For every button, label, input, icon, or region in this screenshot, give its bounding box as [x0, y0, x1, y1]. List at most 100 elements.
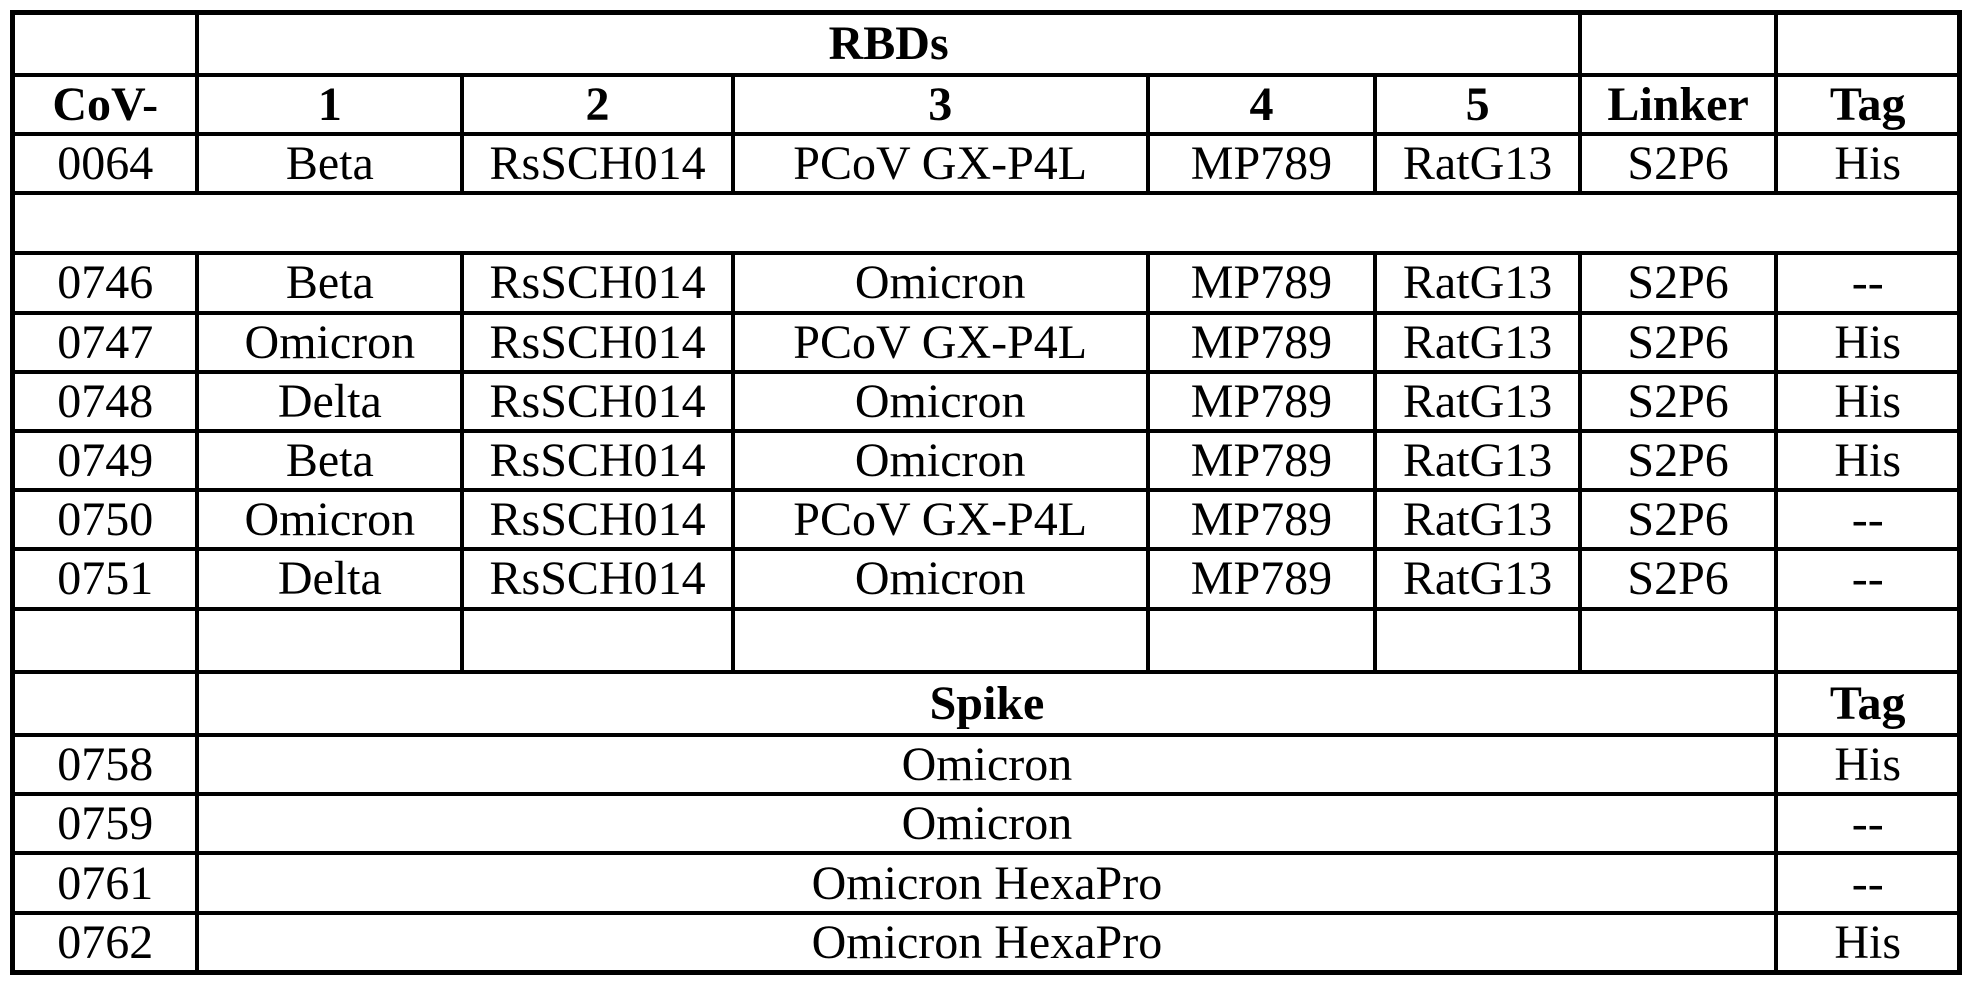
rbd4-cell: MP789: [1145, 488, 1378, 552]
tag-cell: His: [1774, 369, 1962, 433]
spacer-cell: [1774, 606, 1962, 674]
table-row-0759: 0759 Omicron --: [10, 792, 1962, 856]
cov-id-cell: 0746: [10, 251, 200, 315]
spacer-row-open: [12, 191, 1960, 256]
rbd-column-header-5: 5: [1373, 72, 1582, 136]
cov-id-cell: 0759: [10, 792, 200, 856]
spacer-cell: [730, 606, 1150, 674]
table-row-0749: 0749 Beta RsSCH014 Omicron MP789 RatG13 …: [10, 428, 1962, 493]
rbd1-cell: Delta: [195, 369, 465, 433]
cov-column-header: CoV-: [10, 72, 200, 136]
linker-cell: S2P6: [1577, 428, 1779, 493]
table-row-0758: 0758 Omicron His: [10, 732, 1962, 797]
cov-id-cell: 0749: [10, 428, 200, 493]
spike-cell: Omicron: [195, 732, 1779, 797]
rbd3-cell: Omicron: [730, 428, 1150, 493]
spacer-cell: [1373, 606, 1582, 674]
rbd3-cell: PCoV GX-P4L: [730, 488, 1150, 552]
cov-id-cell: 0761: [10, 851, 200, 915]
rbd5-cell: RatG13: [1373, 428, 1582, 493]
tag-cell: His: [1774, 910, 1962, 975]
rbd4-cell: MP789: [1145, 310, 1378, 374]
rbd1-cell: Beta: [195, 428, 465, 493]
linker-cell: S2P6: [1577, 310, 1779, 374]
spacer-cell: [1577, 606, 1779, 674]
rbd3-cell: Omicron: [730, 547, 1150, 611]
cov-id-cell: 0064: [10, 131, 200, 196]
rbd-column-header-4: 4: [1145, 72, 1378, 136]
rbd4-cell: MP789: [1145, 251, 1378, 315]
spacer-cell-open: [12, 191, 1960, 256]
linker-group-spacer-cell: [1577, 10, 1779, 77]
rbd1-cell: Omicron: [195, 310, 465, 374]
rbd5-cell: RatG13: [1373, 251, 1582, 315]
rbd2-cell: RsSCH014: [460, 369, 735, 433]
rbd3-cell: PCoV GX-P4L: [730, 310, 1150, 374]
table-row-0748: 0748 Delta RsSCH014 Omicron MP789 RatG13…: [10, 369, 1962, 433]
cov-id-cell: 0747: [10, 310, 200, 374]
rbd-column-header-2: 2: [460, 72, 735, 136]
linker-cell: S2P6: [1577, 547, 1779, 611]
rbd1-cell: Delta: [195, 547, 465, 611]
spacer-cell: [195, 606, 465, 674]
rbd4-cell: MP789: [1145, 131, 1378, 196]
linker-cell: S2P6: [1577, 369, 1779, 433]
linker-cell: S2P6: [1577, 251, 1779, 315]
rbd3-cell: Omicron: [730, 251, 1150, 315]
rbd5-cell: RatG13: [1373, 369, 1582, 433]
spacer-cell: [10, 606, 200, 674]
rbd1-cell: Beta: [195, 131, 465, 196]
rbd4-cell: MP789: [1145, 369, 1378, 433]
rbd1-cell: Beta: [195, 251, 465, 315]
rbd4-cell: MP789: [1145, 428, 1378, 493]
rbd2-cell: RsSCH014: [460, 251, 735, 315]
rbd2-cell: RsSCH014: [460, 131, 735, 196]
rbd2-cell: RsSCH014: [460, 547, 735, 611]
cov-id-cell: 0750: [10, 488, 200, 552]
spike-cell: Omicron: [195, 792, 1779, 856]
table-row-0761: 0761 Omicron HexaPro --: [10, 851, 1962, 915]
linker-column-header: Linker: [1577, 72, 1779, 136]
tag-column-header: Tag: [1774, 72, 1962, 136]
cov-id-cell: 0758: [10, 732, 200, 797]
tag-cell: His: [1774, 310, 1962, 374]
rbd4-cell: MP789: [1145, 547, 1378, 611]
spike-group-header: Spike: [195, 669, 1779, 738]
tag-cell: --: [1774, 547, 1962, 611]
cov-id-cell: 0751: [10, 547, 200, 611]
spike-corner-empty-cell: [10, 669, 200, 738]
spike-cell: Omicron HexaPro: [195, 851, 1779, 915]
tag-group-spacer-cell: [1774, 10, 1962, 77]
corner-empty-cell: [10, 10, 200, 77]
linker-cell: S2P6: [1577, 131, 1779, 196]
rbd5-cell: RatG13: [1373, 488, 1582, 552]
cov-id-cell: 0762: [10, 910, 200, 975]
tag-cell: --: [1774, 851, 1962, 915]
tag-cell: --: [1774, 792, 1962, 856]
rbd2-cell: RsSCH014: [460, 488, 735, 552]
tag-cell: His: [1774, 732, 1962, 797]
rbd-column-header-1: 1: [195, 72, 465, 136]
table-row-0746: 0746 Beta RsSCH014 Omicron MP789 RatG13 …: [10, 251, 1962, 315]
table-row-0747: 0747 Omicron RsSCH014 PCoV GX-P4L MP789 …: [10, 310, 1962, 374]
table-row-0751: 0751 Delta RsSCH014 Omicron MP789 RatG13…: [10, 547, 1962, 611]
rbd3-cell: PCoV GX-P4L: [730, 131, 1150, 196]
table-row-0762: 0762 Omicron HexaPro His: [10, 910, 1962, 975]
tag-cell: His: [1774, 131, 1962, 196]
tag-cell: --: [1774, 488, 1962, 552]
column-header-row: CoV- 1 2 3 4 5 Linker Tag: [10, 72, 1962, 136]
table-row-0750: 0750 Omicron RsSCH014 PCoV GX-P4L MP789 …: [10, 488, 1962, 552]
spacer-row-gridded: [10, 606, 1962, 674]
rbd2-cell: RsSCH014: [460, 310, 735, 374]
cov-id-cell: 0748: [10, 369, 200, 433]
spacer-cell: [460, 606, 735, 674]
rbds-group-header-row: RBDs: [10, 10, 1962, 77]
table-row-0064: 0064 Beta RsSCH014 PCoV GX-P4L MP789 Rat…: [10, 131, 1962, 196]
tag-cell: --: [1774, 251, 1962, 315]
tag-cell: His: [1774, 428, 1962, 493]
rbd1-cell: Omicron: [195, 488, 465, 552]
linker-cell: S2P6: [1577, 488, 1779, 552]
rbd-column-header-3: 3: [730, 72, 1150, 136]
rbds-group-header: RBDs: [195, 10, 1582, 77]
